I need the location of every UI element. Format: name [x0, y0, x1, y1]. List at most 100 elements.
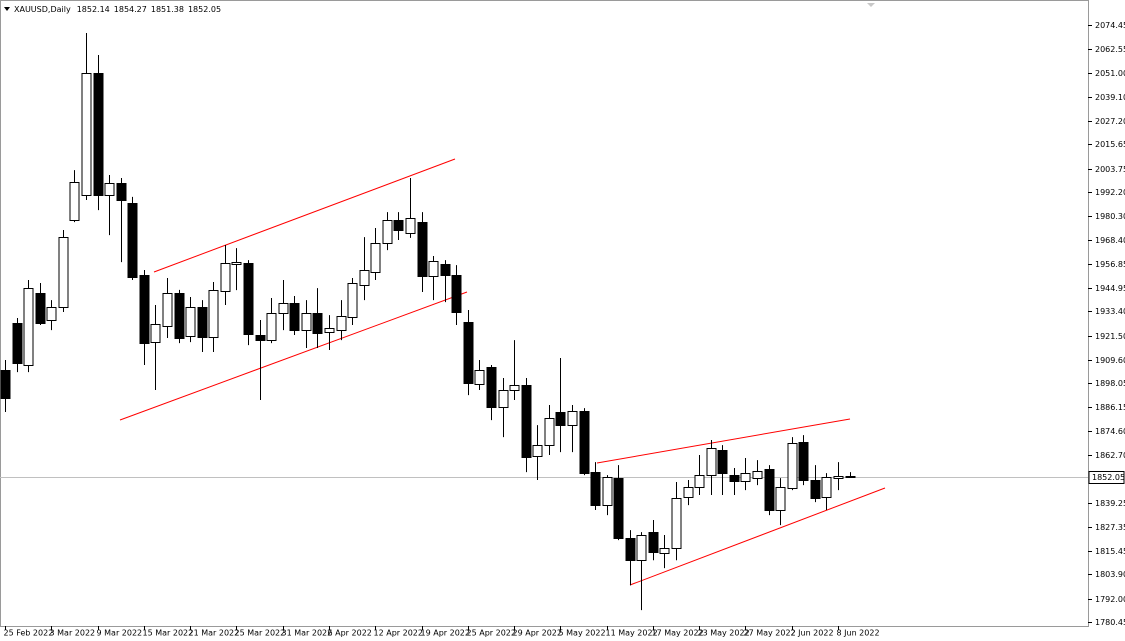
candle-body: [336, 316, 347, 331]
x-tick-label: 19 Apr 2022: [421, 629, 470, 638]
x-tick-label: 31 Mar 2022: [282, 629, 333, 638]
candle-body: [636, 535, 647, 561]
x-tick-label: 12 Apr 2022: [374, 629, 423, 638]
y-tick-label: 2015.65: [1095, 140, 1125, 149]
candle-body: [625, 538, 636, 561]
x-tick-label: 27 May 2022: [744, 629, 796, 638]
candle-body: [243, 263, 254, 335]
candle-body: [208, 290, 219, 338]
candle-body: [648, 532, 659, 553]
y-tick-label: 2062.55: [1095, 45, 1125, 54]
candle-body: [787, 443, 798, 489]
candle-body: [451, 275, 462, 313]
candle-body: [58, 237, 69, 308]
x-tick-label: 2 Jun 2022: [791, 629, 834, 638]
x-tick-label: 25 Mar 2022: [235, 629, 286, 638]
candle-body: [12, 323, 23, 364]
candle-body: [775, 487, 786, 511]
trendline: [119, 291, 468, 421]
candle-body: [220, 263, 231, 292]
x-tick-label: 17 May 2022: [652, 629, 704, 638]
candle-body: [150, 324, 161, 343]
y-tick-label: 1780.45: [1095, 618, 1125, 627]
x-tick-label: 25 Feb 2022: [4, 629, 54, 638]
y-tick-label: 1815.45: [1095, 547, 1125, 556]
candle-body: [579, 411, 590, 474]
x-tick-label: 15 Mar 2022: [143, 629, 194, 638]
y-tick-label: 2051.00: [1095, 69, 1125, 78]
candle-body: [706, 448, 717, 476]
candle-body: [405, 218, 416, 234]
candles: [0, 33, 856, 611]
y-tick-label: 1980.30: [1095, 212, 1125, 221]
candle-body: [798, 442, 809, 481]
candle-body: [613, 478, 624, 539]
candle-body: [498, 390, 509, 408]
candle-body: [139, 275, 150, 344]
candle-body: [532, 445, 543, 457]
x-tick-label: 8 Jun 2022: [837, 629, 880, 638]
chart-header: XAUUSD,Daily 1852.14 1854.27 1851.38 1852.05: [14, 5, 221, 14]
candle-body: [359, 270, 370, 286]
candle-body: [555, 412, 566, 426]
candle-body: [717, 450, 728, 474]
y-tick-label: 1839.25: [1095, 499, 1125, 508]
candle-body: [509, 385, 520, 391]
candle-body: [671, 498, 682, 549]
candle-body: [104, 183, 115, 196]
candle-body: [486, 367, 497, 408]
y-tick-label: 1874.60: [1095, 427, 1125, 436]
candle-body: [521, 385, 532, 458]
candle-body: [324, 328, 335, 333]
x-tick-label: 9 Mar 2022: [97, 629, 143, 638]
candle-body: [174, 293, 185, 339]
candle-body: [278, 303, 289, 314]
x-tick-label: 29 Apr 2022: [513, 629, 562, 638]
trendlines: [119, 158, 886, 586]
x-tick-label: 11 May 2022: [606, 629, 658, 638]
candle-body: [590, 472, 601, 506]
y-tick-label: 2003.75: [1095, 165, 1125, 174]
candle-body: [764, 469, 775, 511]
y-tick-label: 2074.45: [1095, 21, 1125, 30]
header-high: 1854.27: [114, 5, 147, 14]
trendline: [596, 418, 851, 464]
candle-body: [370, 243, 381, 273]
candle-body: [393, 220, 404, 231]
candle-body: [567, 411, 578, 426]
scroll-marker: [867, 3, 875, 7]
y-tick-label: 1827.35: [1095, 523, 1125, 532]
y-tick-label: 1803.90: [1095, 570, 1125, 579]
y-tick-label: 1792.00: [1095, 595, 1125, 604]
y-tick-label: 1944.95: [1095, 284, 1125, 293]
trendline: [629, 487, 886, 586]
x-tick-label: 3 Mar 2022: [50, 629, 96, 638]
candle-body: [127, 203, 138, 278]
candle-body: [81, 73, 92, 196]
candle-body: [266, 313, 277, 341]
x-tick-label: 5 May 2022: [559, 629, 606, 638]
symbol: XAUUSD,Daily: [14, 5, 71, 14]
candle-body: [382, 220, 393, 244]
y-tick-label: 1933.40: [1095, 307, 1125, 316]
candle-body: [740, 473, 751, 482]
header-low: 1851.38: [151, 5, 184, 14]
candle-body: [463, 322, 474, 384]
y-tick-label: 1921.50: [1095, 332, 1125, 341]
y-tick-label: 1886.15: [1095, 403, 1125, 412]
header-close: 1852.05: [188, 5, 221, 14]
candle-body: [474, 370, 485, 385]
trendline: [153, 158, 456, 273]
candle-body: [683, 487, 694, 498]
candle-body: [231, 262, 242, 265]
candle-body: [197, 307, 208, 338]
x-tick-label: 23 May 2022: [698, 629, 750, 638]
candle-body: [0, 370, 11, 399]
candle-body: [417, 222, 428, 277]
candle-body: [694, 475, 705, 488]
candle-body: [845, 476, 856, 478]
y-tick-label: 1956.85: [1095, 260, 1125, 269]
y-tick-label: 1968.40: [1095, 236, 1125, 245]
candle-body: [185, 307, 196, 337]
